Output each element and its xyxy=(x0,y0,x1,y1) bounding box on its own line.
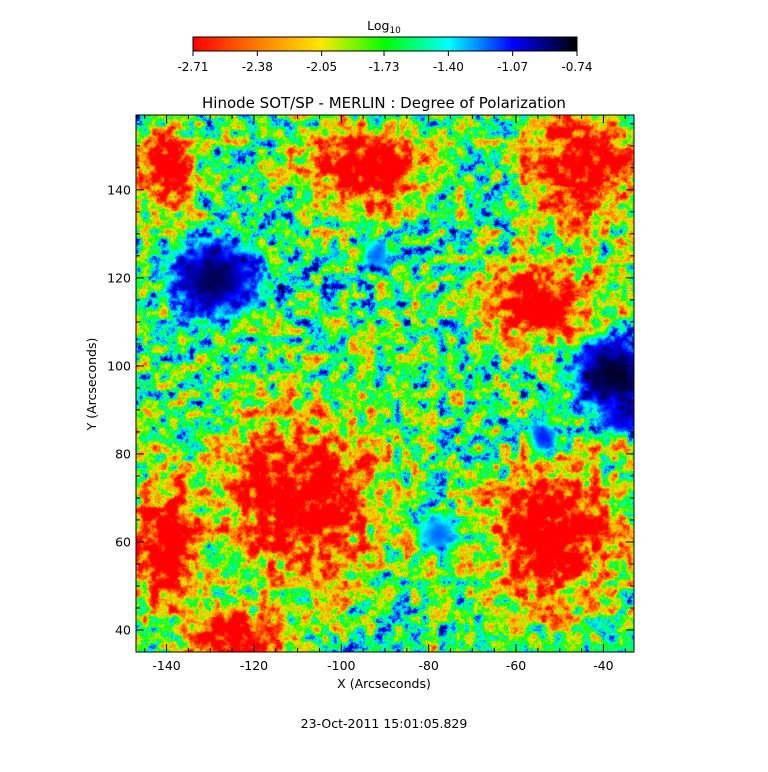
colorbar-tick-label: -1.07 xyxy=(497,60,528,74)
colorbar: Log10 -2.71 -2.38 -2.05 -1.73 -1.40 -1.07 -0.7… xyxy=(177,18,592,74)
colorbar-tick-label: -1.40 xyxy=(433,60,464,74)
x-axis-label: X (Arcseconds) xyxy=(337,676,431,691)
y-tick-label: 120 xyxy=(107,270,131,285)
colorbar-title-subscript: 10 xyxy=(389,26,401,36)
x-tick-label: -100 xyxy=(327,658,355,673)
y-tick-label: 40 xyxy=(115,622,131,637)
colorbar-tick-label: -2.38 xyxy=(242,60,273,74)
colorbar-ticks: -2.71 -2.38 -2.05 -1.73 -1.40 -1.07 -0.74 xyxy=(177,51,593,74)
y-tick-label: 80 xyxy=(115,446,131,461)
x-axis: -140 -120 -100 -80 -60 -40 xyxy=(144,115,626,673)
timestamp: 23-Oct-2011 15:01:05.829 xyxy=(301,716,468,731)
colorbar-tick-label: -2.71 xyxy=(177,60,208,74)
x-tick-label: -80 xyxy=(418,658,438,673)
x-tick-label: -60 xyxy=(506,658,526,673)
y-tick-label: 140 xyxy=(107,182,131,197)
y-axis-label: Y (Arcseconds) xyxy=(84,338,99,432)
y-tick-label: 60 xyxy=(115,534,131,549)
colorbar-gradient xyxy=(192,36,578,52)
x-tick-label: -40 xyxy=(593,658,613,673)
x-tick-label: -140 xyxy=(152,658,180,673)
chart-title: Hinode SOT/SP - MERLIN : Degree of Polar… xyxy=(202,94,566,112)
y-tick-label: 100 xyxy=(107,358,131,373)
plot-area xyxy=(135,114,635,653)
colorbar-title-base: Log xyxy=(367,18,389,33)
y-axis: 40 60 80 100 120 140 xyxy=(107,123,634,637)
x-tick-label: -120 xyxy=(240,658,268,673)
heatmap-image xyxy=(136,115,634,652)
colorbar-tick-label: -2.05 xyxy=(306,60,337,74)
colorbar-tick-label: -0.74 xyxy=(561,60,592,74)
colorbar-title: Log10 xyxy=(367,18,401,36)
colorbar-tick-label: -1.73 xyxy=(368,60,399,74)
